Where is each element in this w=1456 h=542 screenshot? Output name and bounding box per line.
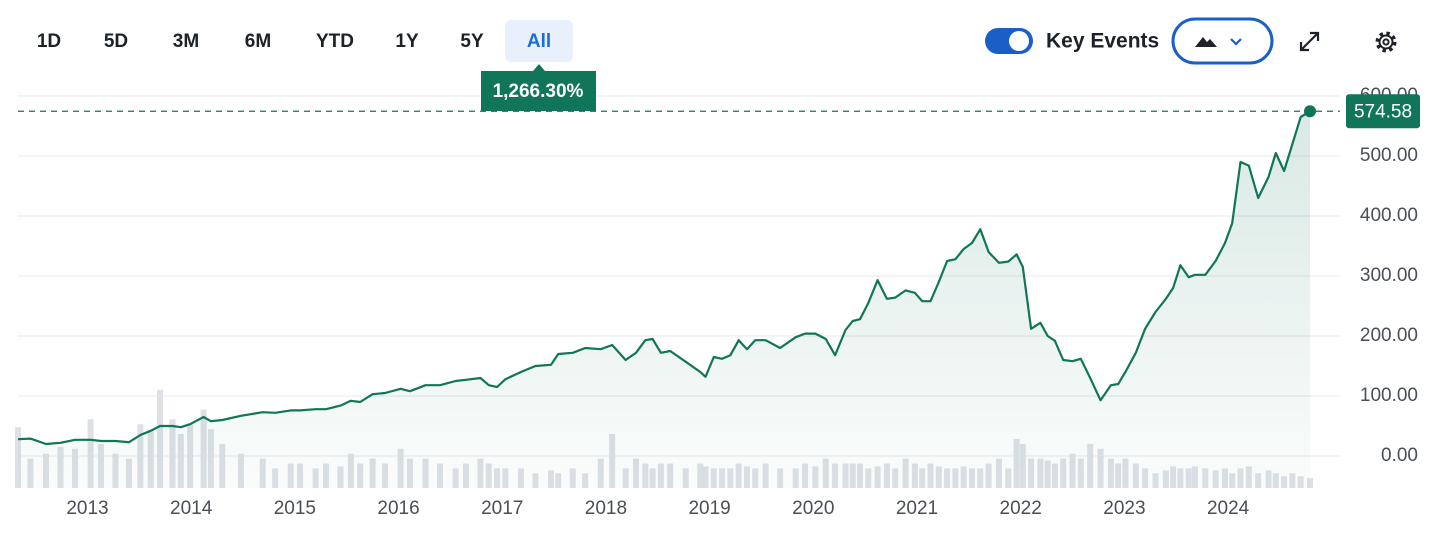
y-tick-label: 500.00 <box>1360 145 1418 166</box>
x-tick-label: 2022 <box>1000 498 1042 519</box>
x-tick-label: 2018 <box>585 498 627 519</box>
x-tick-label: 2014 <box>170 498 213 519</box>
range-button[interactable]: 3M <box>173 31 199 52</box>
y-tick-label: 200.00 <box>1360 325 1418 346</box>
toolbar: 1D 5D 3M 6M YTD 1Y 5Y All <box>37 20 573 62</box>
range-button[interactable]: 1Y <box>395 31 419 52</box>
range-button-bg[interactable] <box>505 20 573 62</box>
chevron-icon <box>1230 38 1242 46</box>
x-tick-label: 2020 <box>792 498 834 519</box>
x-tick-label: 2017 <box>481 498 523 519</box>
x-tick-label: 2021 <box>896 498 938 519</box>
y-tick-label: 0.00 <box>1381 445 1418 466</box>
plot: 0.00100.00200.00300.00400.00500.00600.00… <box>15 85 1420 519</box>
area <box>18 111 1310 489</box>
x-tick-label: 2013 <box>66 498 108 519</box>
toggle-label: Key Events <box>1046 30 1159 53</box>
mountain-icon <box>1195 37 1217 47</box>
expand-button[interactable] <box>1299 31 1320 52</box>
x-tick-label: 2024 <box>1207 498 1250 519</box>
x-tick-label: 2019 <box>688 498 730 519</box>
toggle-knob <box>1009 31 1029 51</box>
x-tick-label: 2015 <box>274 498 316 519</box>
last-value-label: 574.58 <box>1354 101 1412 122</box>
range-button[interactable]: YTD <box>316 31 354 52</box>
range-button[interactable]: All <box>527 31 551 52</box>
price-line <box>17 110 1311 446</box>
change-label: 1,266.30% <box>493 81 584 102</box>
chart-type-dropdown[interactable] <box>1171 17 1274 65</box>
settings-button[interactable] <box>1375 31 1397 53</box>
y-tick-label: 100.00 <box>1360 385 1418 406</box>
change-badge <box>481 64 596 111</box>
range-button[interactable]: 5Y <box>460 31 484 52</box>
range-button[interactable]: 6M <box>245 31 271 52</box>
last-point <box>1304 105 1316 118</box>
y-tick-label: 400.00 <box>1360 205 1418 226</box>
x-tick-label: 2023 <box>1103 498 1145 519</box>
last-value-badge <box>1346 94 1420 129</box>
range-button[interactable]: 1D <box>37 31 61 52</box>
y-tick-label: 300.00 <box>1360 265 1418 286</box>
x-tick-label: 2016 <box>377 498 419 519</box>
range-button[interactable]: 5D <box>104 31 128 52</box>
